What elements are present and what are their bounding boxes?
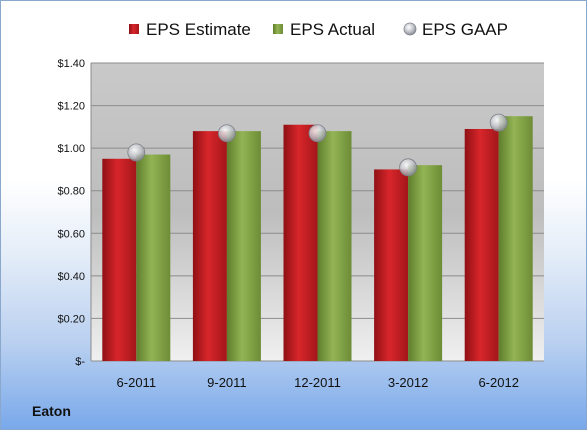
bar-eps-actual bbox=[136, 154, 171, 361]
bar-eps-actual bbox=[317, 131, 352, 361]
marker-eps-gaap bbox=[127, 143, 146, 162]
legend-swatch bbox=[403, 22, 417, 36]
y-tick-label: $0.80 bbox=[57, 186, 85, 198]
x-tick-label: 6-2012 bbox=[478, 375, 518, 390]
legend-swatch bbox=[273, 24, 283, 34]
bar-eps-actual bbox=[498, 116, 533, 361]
x-tick-label: 3-2012 bbox=[388, 375, 428, 390]
bar-eps-estimate bbox=[464, 128, 499, 361]
marker-eps-gaap bbox=[308, 124, 327, 143]
x-tick-label: 6-2011 bbox=[117, 375, 157, 390]
legend-label: EPS Actual bbox=[290, 20, 375, 39]
legend-eps-actual: EPS Actual bbox=[273, 20, 375, 39]
y-tick-label: $0.20 bbox=[57, 313, 85, 325]
company-name: Eaton bbox=[32, 403, 71, 419]
bar-eps-estimate bbox=[102, 158, 137, 361]
legend-label: EPS GAAP bbox=[422, 20, 508, 39]
legend-swatch bbox=[129, 24, 139, 34]
y-tick-label: $1.40 bbox=[57, 58, 85, 70]
legend-eps-gaap: EPS GAAP bbox=[403, 20, 508, 39]
marker-eps-gaap bbox=[217, 124, 236, 143]
y-tick-label: $1.20 bbox=[57, 101, 85, 113]
marker-eps-gaap bbox=[399, 158, 418, 177]
bar-eps-estimate bbox=[283, 124, 318, 361]
bar-eps-actual bbox=[226, 131, 261, 361]
y-tick-label: $- bbox=[75, 356, 85, 368]
bar-eps-estimate bbox=[374, 169, 409, 361]
bar-eps-estimate bbox=[192, 131, 227, 361]
x-tick-label: 9-2011 bbox=[207, 375, 247, 390]
y-tick-label: $1.00 bbox=[57, 143, 85, 155]
marker-eps-gaap bbox=[489, 113, 508, 132]
x-tick-label: 12-2011 bbox=[294, 375, 341, 390]
y-tick-label: $0.40 bbox=[57, 271, 85, 283]
legend-eps-estimate: EPS Estimate bbox=[129, 20, 251, 39]
y-tick-label: $0.60 bbox=[57, 228, 85, 240]
bar-eps-actual bbox=[408, 165, 443, 361]
legend-label: EPS Estimate bbox=[146, 20, 251, 39]
